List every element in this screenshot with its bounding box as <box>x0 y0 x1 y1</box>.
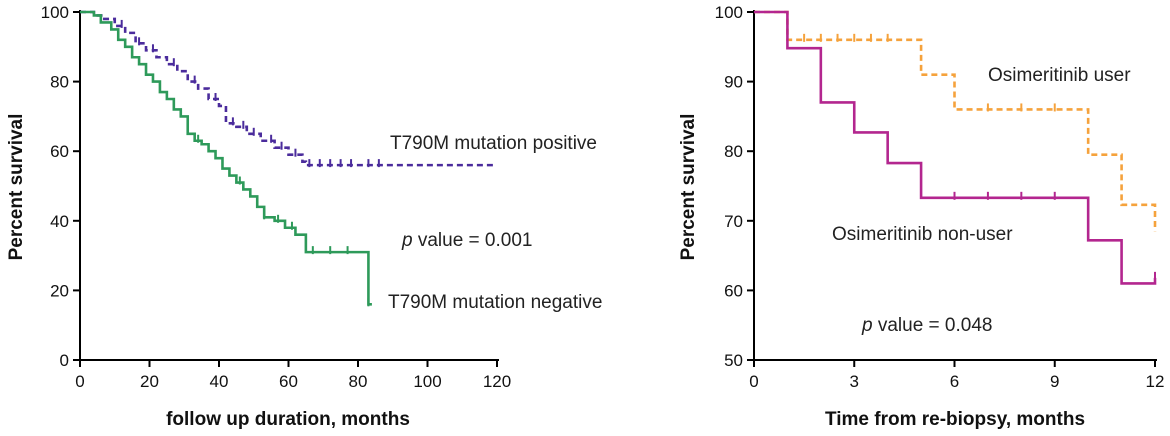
left-y-axis-label: Percent survival <box>6 114 27 261</box>
right-x-axis-label: Time from re-biopsy, months <box>825 409 1085 430</box>
left-p-text: value = 0.001 <box>413 230 533 251</box>
right-km-chart: 50 60 70 80 90 100 0 3 6 9 12 <box>715 3 1165 391</box>
left-y-tick-label: 20 <box>50 281 69 300</box>
right-y-tick-label: 50 <box>724 351 743 370</box>
right-x-tick-label: 12 <box>1146 372 1165 391</box>
left-x-tick-label: 80 <box>349 372 368 391</box>
negative-series-label: T790M mutation negative <box>388 292 602 313</box>
series-line-t790m-mutation-negative <box>80 10 372 306</box>
left-p-symbol: p <box>401 230 413 251</box>
series-line-osimeritinib-non-user <box>754 10 1157 285</box>
right-x-tick-label: 6 <box>950 372 959 391</box>
right-x-tick-label: 9 <box>1050 372 1059 391</box>
right-y-tick-label: 90 <box>724 73 743 92</box>
left-p-value: p value = 0.001 <box>401 230 532 251</box>
left-y-tick-label: 80 <box>50 73 69 92</box>
left-y-tick-label: 100 <box>41 3 69 22</box>
left-km-chart: 0 20 40 60 80 100 0 20 40 60 80 100 120 <box>41 3 512 391</box>
left-x-tick-label: 0 <box>75 372 84 391</box>
left-x-tick-label: 100 <box>413 372 441 391</box>
right-y-tick-label: 60 <box>724 281 743 300</box>
positive-series-label: T790M mutation positive <box>390 133 597 154</box>
right-y-tick-label: 80 <box>724 142 743 161</box>
right-y-tick-label: 70 <box>724 212 743 231</box>
left-x-tick-label: 60 <box>279 372 298 391</box>
right-y-axis-label: Percent survival <box>678 114 699 261</box>
left-y-tick-label: 60 <box>50 142 69 161</box>
left-x-tick-label: 40 <box>210 372 229 391</box>
right-p-text: value = 0.048 <box>873 315 993 336</box>
right-p-symbol: p <box>861 315 873 336</box>
user-series-label: Osimeritinib user <box>988 65 1131 86</box>
right-y-tick-label: 100 <box>715 3 743 22</box>
nonuser-series-label: Osimeritinib non-user <box>832 224 1013 245</box>
right-x-tick-label: 0 <box>749 372 758 391</box>
left-x-axis-label: follow up duration, months <box>166 409 410 430</box>
right-x-tick-label: 3 <box>850 372 859 391</box>
left-x-tick-label: 20 <box>140 372 159 391</box>
right-p-value: p value = 0.048 <box>861 315 992 336</box>
series-line-t790m-mutation-positive <box>80 10 494 167</box>
left-y-tick-label: 0 <box>60 351 69 370</box>
left-y-tick-label: 40 <box>50 212 69 231</box>
left-x-tick-label: 120 <box>483 372 511 391</box>
